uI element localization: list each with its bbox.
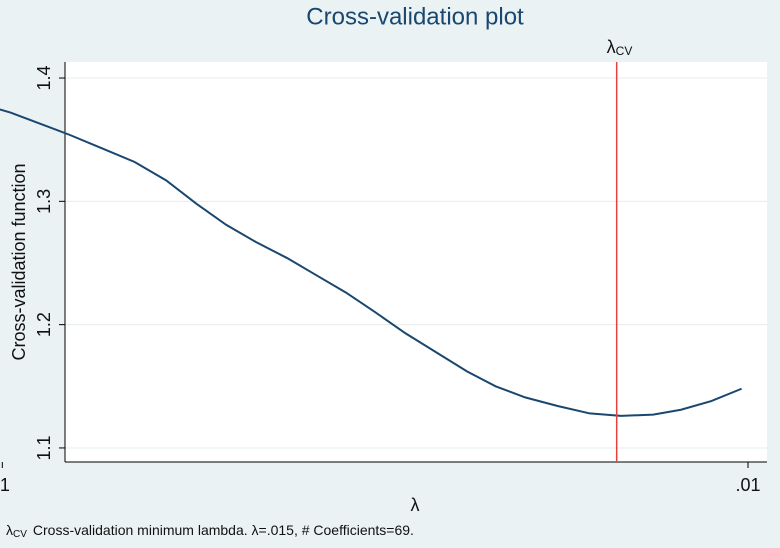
note-symbol: λ xyxy=(6,522,13,538)
vline-label-symbol: λ xyxy=(607,37,616,57)
y-tick-label: 1.3 xyxy=(34,189,54,214)
y-axis-label: Cross-validation function xyxy=(9,163,29,360)
y-tick-label: 1.1 xyxy=(34,435,54,460)
x-tick-label: .01 xyxy=(735,475,760,495)
vline-label: λCV xyxy=(607,37,633,58)
note-text: Cross-validation minimum lambda. λ=.015,… xyxy=(33,522,414,538)
y-tick-label: 1.2 xyxy=(34,312,54,337)
note-symbol-sub: CV xyxy=(13,529,27,540)
chart-title: Cross-validation plot xyxy=(306,3,524,30)
vline-label-sub: CV xyxy=(616,44,633,58)
y-tick-label: 1.4 xyxy=(34,66,54,91)
x-axis-label: λ xyxy=(411,495,420,515)
x-tick-label: .1 xyxy=(0,475,10,495)
note: λCV Cross-validation minimum lambda. λ=.0… xyxy=(6,522,414,540)
plot-area xyxy=(65,62,767,462)
line-series xyxy=(0,108,742,417)
